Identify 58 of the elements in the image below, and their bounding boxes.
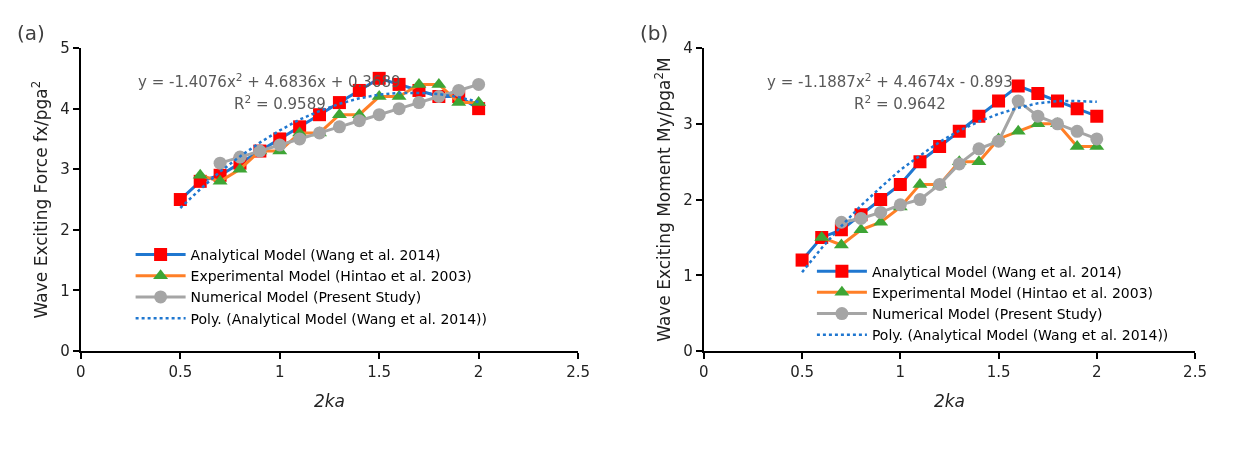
- y-tick-label: 3: [683, 115, 693, 134]
- point: [273, 138, 287, 152]
- point: [1070, 124, 1084, 138]
- x-tick-label: 2: [1092, 363, 1102, 381]
- legend-label: Analytical Model (Wang et al. 2014): [190, 247, 441, 264]
- point: [992, 134, 1006, 148]
- x-tick-label: 0.5: [168, 363, 193, 381]
- point: [1090, 132, 1104, 146]
- point: [293, 132, 307, 146]
- point: [372, 108, 386, 122]
- point: [1011, 94, 1025, 108]
- point: [472, 77, 486, 91]
- point: [952, 157, 966, 171]
- legend-label: Experimental Model (Hintao et al. 2003): [871, 284, 1154, 301]
- annotation: y = -1.4076x$^{2}$ + 4.6836x + 0.3689: [138, 71, 401, 92]
- point: [874, 205, 888, 219]
- point: [213, 156, 227, 170]
- y-tick-label: 5: [60, 39, 70, 58]
- annotation: R$^{2}$ = 0.9589: [234, 93, 326, 114]
- y-tick-label: 2: [60, 221, 70, 240]
- y-tick-label: 0: [60, 342, 70, 361]
- annotation: R$^{2}$ = 0.9642: [854, 93, 946, 114]
- legend-label: Poly. (Analytical Model (Wang et al. 2014)): [871, 327, 1169, 344]
- x-tick-label: 1: [895, 363, 906, 381]
- point: [412, 96, 426, 110]
- y-tick-label: 0: [683, 342, 693, 361]
- point: [972, 142, 986, 156]
- legend-label: Numerical Model (Present Study): [871, 306, 1103, 323]
- point: [913, 193, 927, 207]
- legend-label: Experimental Model (Hintao et al. 2003): [190, 268, 472, 285]
- annotation: y = -1.1887x$^{2}$ + 4.4674x - 0.893: [767, 71, 1013, 92]
- x-tick-label: 2.5: [566, 363, 590, 381]
- y-tick-label: 4: [683, 39, 693, 58]
- x-tick-label: 1.5: [986, 363, 1011, 381]
- y-tick-label: 1: [683, 266, 693, 285]
- point: [1031, 109, 1045, 123]
- y-tick-label: 2: [683, 190, 693, 209]
- x-tick-label: 2: [473, 363, 484, 381]
- legend-label: Poly. (Analytical Model (Wang et al. 2014)): [190, 310, 488, 327]
- text: (b): [640, 21, 669, 45]
- y-tick-label: 4: [60, 99, 70, 118]
- text: (a): [17, 21, 45, 45]
- x-tick-label: 0: [699, 363, 709, 381]
- x-axis-title: 2ka: [313, 390, 346, 411]
- point: [332, 120, 346, 134]
- legend-label: Numerical Model (Present Study): [190, 289, 422, 306]
- x-tick-label: 2.5: [1183, 363, 1207, 381]
- point: [352, 114, 366, 128]
- point: [452, 83, 466, 97]
- x-tick-label: 0: [76, 363, 86, 381]
- y-tick-label: 1: [60, 281, 70, 300]
- x-axis-title: 2ka: [933, 390, 965, 411]
- y-tick-label: 3: [60, 160, 70, 179]
- point: [392, 102, 406, 116]
- x-tick-label: 1.5: [367, 363, 392, 381]
- x-tick-label: 1: [274, 363, 285, 381]
- x-tick-label: 0.5: [790, 363, 815, 381]
- legend-label: Analytical Model (Wang et al. 2014): [871, 263, 1122, 280]
